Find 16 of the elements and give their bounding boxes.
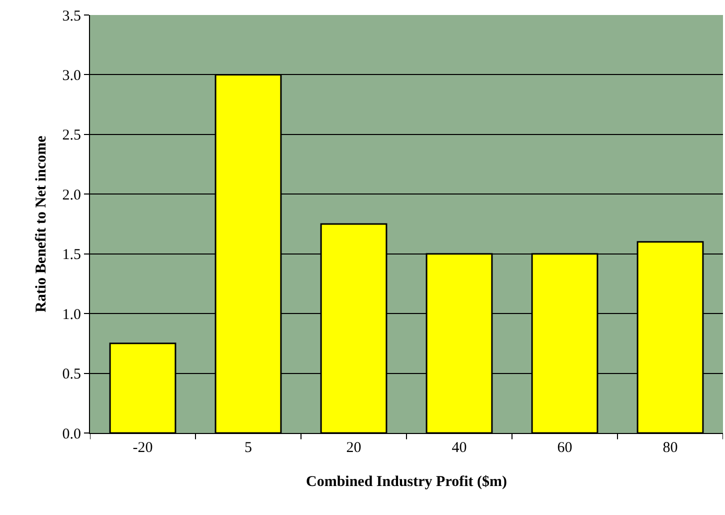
x-tick-label: 5	[244, 440, 252, 456]
x-tick-label: 20	[346, 440, 362, 456]
x-tick-label: 60	[557, 440, 572, 456]
y-axis-title: Ratio Benefit to Net income	[34, 135, 50, 312]
y-tick-label: 0.0	[62, 426, 81, 442]
y-tick-label: 3.0	[62, 68, 81, 84]
x-tick-label: 40	[452, 440, 467, 456]
y-tick-label: 2.5	[62, 128, 81, 144]
y-tick-label: 0.5	[62, 366, 81, 383]
y-tick-label: 2.0	[62, 187, 81, 204]
x-tick-label: 80	[662, 440, 678, 456]
y-tick-label: 1.5	[62, 247, 81, 264]
y-tick-label: 3.5	[62, 8, 81, 24]
x-tick-label: -20	[132, 440, 153, 456]
y-tick-label: 1.0	[62, 306, 81, 323]
x-axis-title: Combined Industry Profit ($m)	[306, 474, 507, 490]
